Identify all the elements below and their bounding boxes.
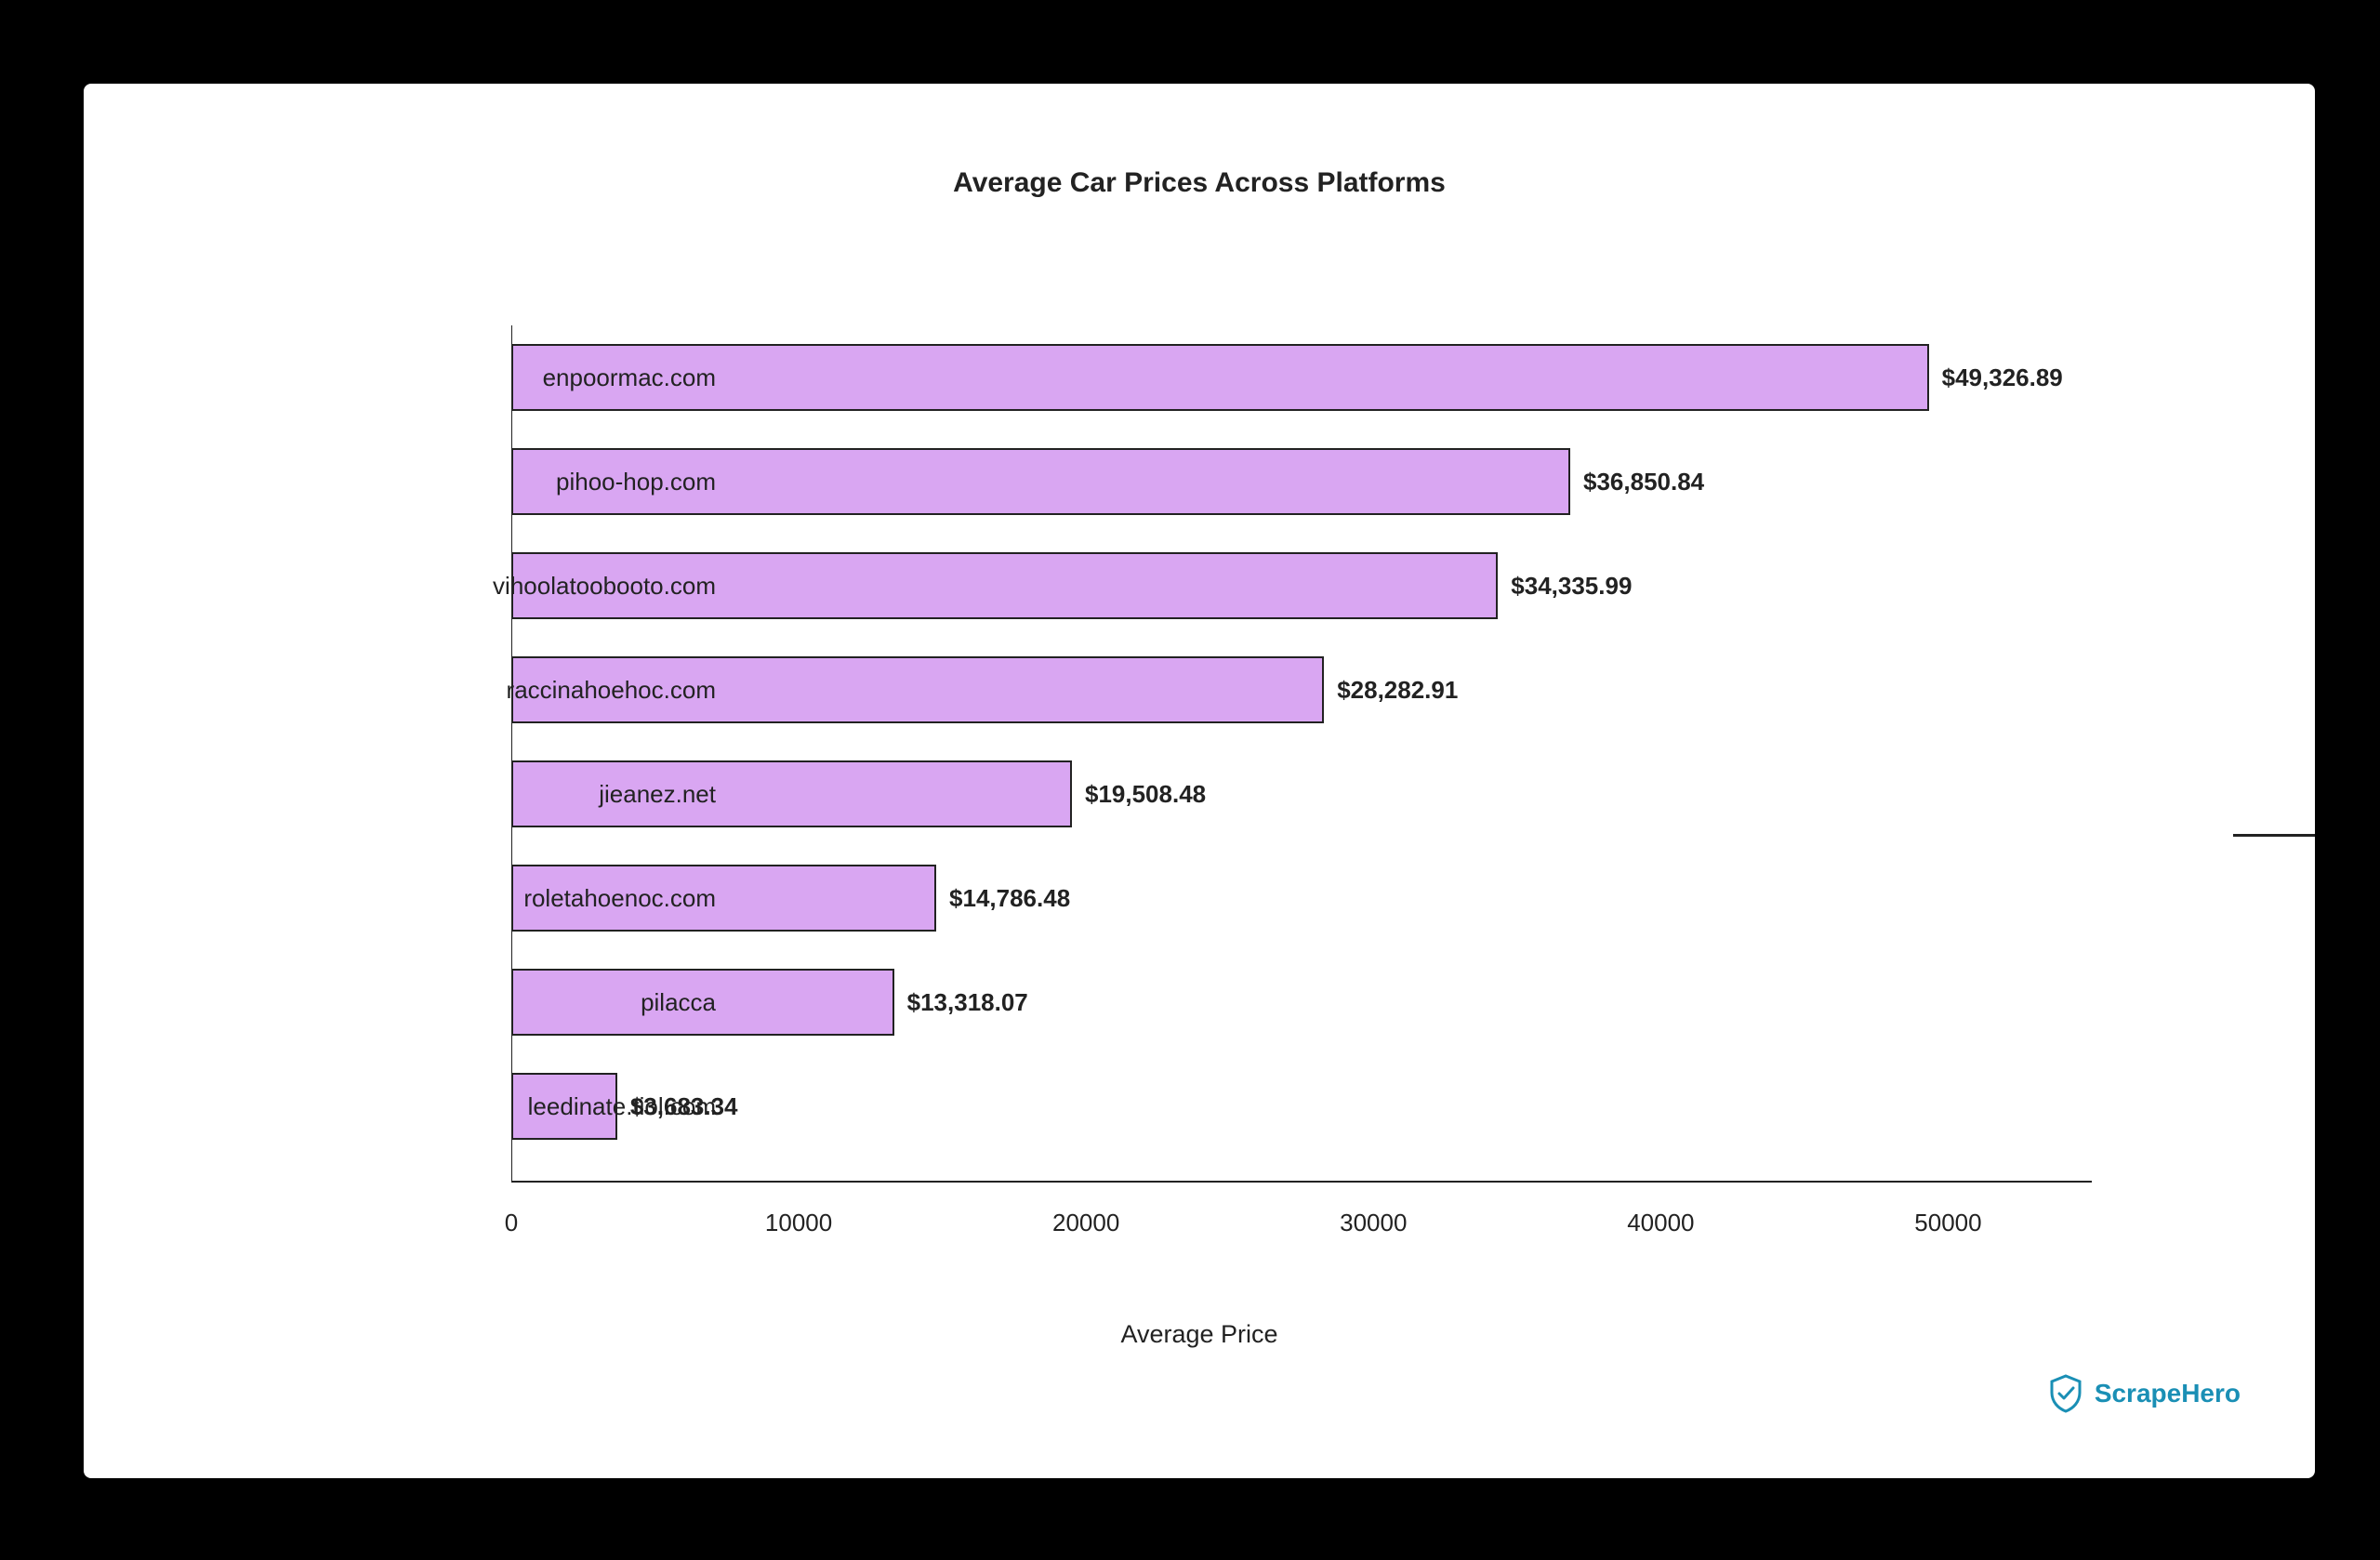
x-tick-label: 0 [505, 1209, 518, 1237]
y-axis-label: pilacca [325, 969, 716, 1036]
bar [511, 344, 1929, 411]
bar-row: $49,326.89 [511, 344, 2063, 411]
x-tick-label: 20000 [1052, 1209, 1119, 1237]
bar-value-label: $36,850.84 [1583, 468, 1704, 496]
x-tick-label: 30000 [1340, 1209, 1407, 1237]
overflow-edge-line [2233, 834, 2315, 837]
y-axis-label: leedinate.tiol.com [325, 1073, 716, 1140]
bar-value-label: $49,326.89 [1942, 364, 2063, 392]
x-axis-title: Average Price [84, 1320, 2315, 1349]
y-axis-label: enpoormac.com [325, 344, 716, 411]
bar-value-label: $14,786.48 [949, 884, 1070, 913]
y-axis-label: vihoolatoobooto.com [325, 552, 716, 619]
shield-icon [2048, 1374, 2083, 1413]
x-tick-label: 40000 [1627, 1209, 1694, 1237]
x-tick-label: 10000 [765, 1209, 832, 1237]
bar-value-label: $19,508.48 [1085, 780, 1206, 809]
y-axis-label: roletahoenoc.com [325, 865, 716, 932]
x-axis [511, 1181, 2092, 1183]
y-axis-label: raccinahoehoc.com [325, 656, 716, 723]
chart-title: Average Car Prices Across Platforms [84, 167, 2315, 199]
bar-value-label: $13,318.07 [907, 988, 1028, 1017]
brand-name: ScrapeHero [2095, 1379, 2241, 1408]
y-axis-label: jieanez.net [325, 760, 716, 827]
chart-container: Average Car Prices Across Platforms $49,… [84, 84, 2315, 1478]
brand-logo: ScrapeHero [2048, 1374, 2241, 1413]
bar-value-label: $34,335.99 [1511, 572, 1632, 601]
y-axis-label: pihoo-hop.com [325, 448, 716, 515]
plot-area: $49,326.89 $36,850.84 $34,335.99 $28,282.91… [511, 325, 2092, 1181]
bar-value-label: $28,282.91 [1337, 676, 1458, 705]
x-tick-label: 50000 [1914, 1209, 1981, 1237]
